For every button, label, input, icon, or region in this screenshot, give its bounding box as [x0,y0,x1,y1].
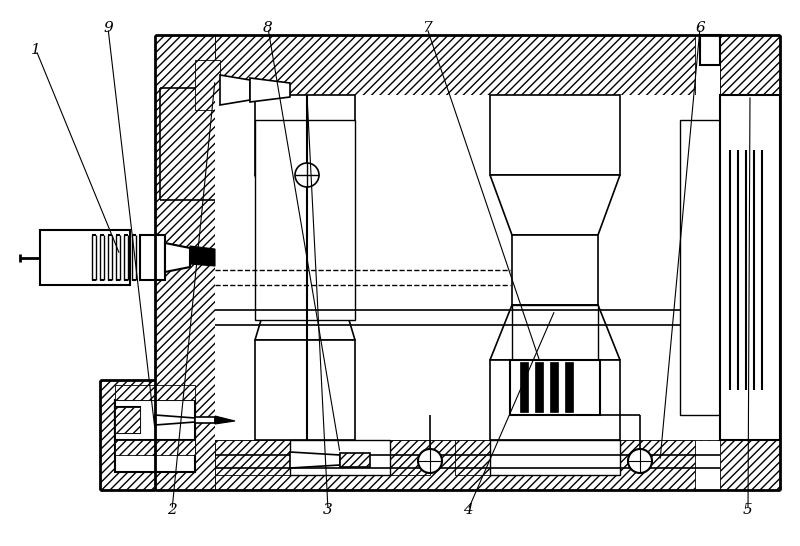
Bar [155,440,695,490]
Text: 1: 1 [31,43,41,57]
Polygon shape [490,305,620,360]
Bar [290,440,390,475]
Bar [700,35,720,65]
Bar [490,95,620,175]
Bar [215,440,430,475]
Polygon shape [190,246,215,266]
Bar [115,440,195,455]
Bar [720,390,780,440]
Text: 4: 4 [463,503,473,517]
Circle shape [295,163,319,187]
Bar [390,95,455,440]
Polygon shape [535,362,543,412]
Polygon shape [340,453,370,467]
Bar [720,95,780,145]
Polygon shape [255,290,355,340]
Polygon shape [165,243,190,272]
Bar [512,235,598,305]
Bar [255,95,355,440]
Bar [115,400,195,472]
Bar [115,407,140,433]
Text: 6: 6 [695,21,705,35]
Polygon shape [290,452,340,468]
Text: 3: 3 [323,503,333,517]
Polygon shape [550,362,558,412]
Polygon shape [140,235,165,280]
Polygon shape [520,362,528,412]
Bar [115,385,195,400]
Bar [40,230,130,285]
Bar [720,35,780,490]
Bar [255,120,355,320]
Bar [620,95,680,440]
Bar [720,95,735,440]
Bar [700,35,720,65]
Polygon shape [220,75,250,105]
Bar [455,440,620,475]
Bar [720,35,780,95]
Bar [490,440,620,475]
Bar [490,360,620,440]
Text: 9: 9 [103,21,113,35]
Bar [720,95,780,440]
Text: 8: 8 [263,21,273,35]
Bar [765,95,780,440]
Text: 5: 5 [743,503,753,517]
Polygon shape [155,415,195,425]
Bar [490,95,620,440]
Bar [195,60,220,110]
Polygon shape [255,175,355,230]
Bar [155,35,215,490]
Bar [155,35,695,95]
Bar [215,95,255,440]
Bar [512,305,598,405]
Circle shape [418,449,442,473]
Bar [215,95,720,440]
Polygon shape [565,362,573,412]
Bar [255,340,355,440]
Polygon shape [215,416,235,424]
Bar [355,95,390,440]
Bar [115,407,140,433]
Bar [115,400,195,440]
Bar [270,230,340,290]
Circle shape [628,449,652,473]
Bar [455,95,490,440]
Bar [680,95,720,440]
Bar [100,380,215,490]
Polygon shape [195,417,215,423]
Bar [680,120,720,415]
Bar [255,95,355,175]
Bar [155,35,215,490]
Bar [510,360,600,415]
Text: 2: 2 [167,503,177,517]
Polygon shape [250,78,290,102]
Polygon shape [490,175,620,235]
Text: 7: 7 [422,21,432,35]
